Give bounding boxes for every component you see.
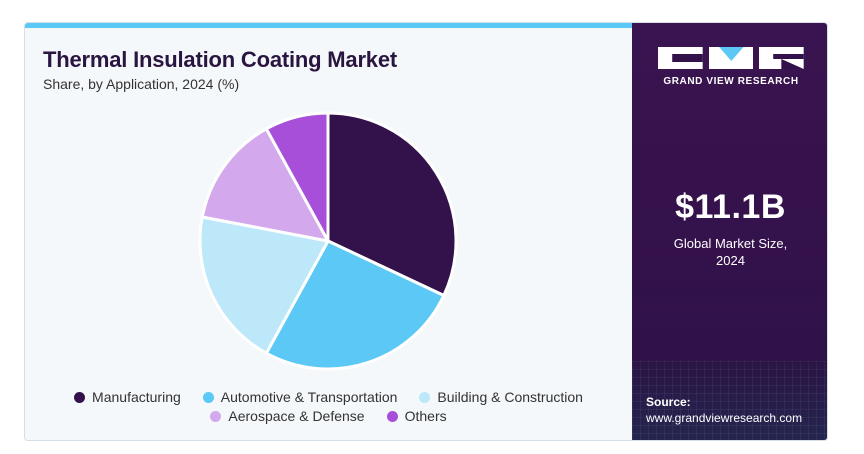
- legend-item-aerospace: Aerospace & Defense: [210, 408, 365, 424]
- legend-item-building: Building & Construction: [419, 389, 583, 405]
- brand-logo: GRAND VIEW RESEARCH: [658, 47, 805, 87]
- pie-slice-manufacturing: [326, 111, 458, 297]
- logo-mark-g: [658, 47, 703, 69]
- legend-swatch: [202, 391, 214, 403]
- accent-bar: [25, 23, 632, 28]
- pie-chart: [198, 111, 458, 371]
- legend-label: Automotive & Transportation: [220, 389, 398, 405]
- legend-row: Aerospace & Defense Others: [25, 408, 632, 424]
- legend-row: Manufacturing Automotive & Transportatio…: [25, 389, 632, 405]
- legend-item-others: Others: [386, 408, 447, 424]
- market-size-label-line2: 2024: [716, 253, 745, 268]
- logo-mark-v: [708, 47, 754, 69]
- source-url: www.grandviewresearch.com: [646, 411, 803, 425]
- legend-label: Building & Construction: [437, 389, 583, 405]
- chart-panel: Thermal Insulation Coating Market Share,…: [25, 23, 632, 440]
- pie-slice-building-construction: [198, 215, 330, 355]
- market-size-label-line1: Global Market Size,: [673, 236, 788, 251]
- legend-swatch: [386, 410, 398, 422]
- source-label: Source:: [646, 395, 691, 409]
- summary-panel: GRAND VIEW RESEARCH $11.1B Global Market…: [632, 23, 827, 440]
- legend-item-automotive: Automotive & Transportation: [202, 389, 398, 405]
- logo-marks: [658, 47, 805, 69]
- legend-label: Others: [404, 408, 447, 424]
- chart-subtitle: Share, by Application, 2024 (%): [43, 76, 240, 92]
- infographic-card: Thermal Insulation Coating Market Share,…: [24, 22, 828, 441]
- market-size-value: $11.1B: [675, 188, 786, 226]
- legend-label: Manufacturing: [92, 389, 181, 405]
- source-block: Source: www.grandviewresearch.com: [632, 361, 827, 440]
- brand-name: GRAND VIEW RESEARCH: [663, 76, 799, 87]
- market-size-label: Global Market Size, 2024: [632, 235, 827, 269]
- logo-mark-r: [759, 47, 805, 69]
- pie-slice-others: [264, 111, 330, 243]
- legend-swatch: [419, 391, 431, 403]
- pie-slice-aerospace-defense: [200, 127, 330, 243]
- legend-swatch: [74, 391, 86, 403]
- chart-title: Thermal Insulation Coating Market: [43, 47, 398, 72]
- legend-label: Aerospace & Defense: [228, 408, 365, 424]
- legend-item-manufacturing: Manufacturing: [74, 389, 181, 405]
- legend-swatch: [210, 410, 222, 422]
